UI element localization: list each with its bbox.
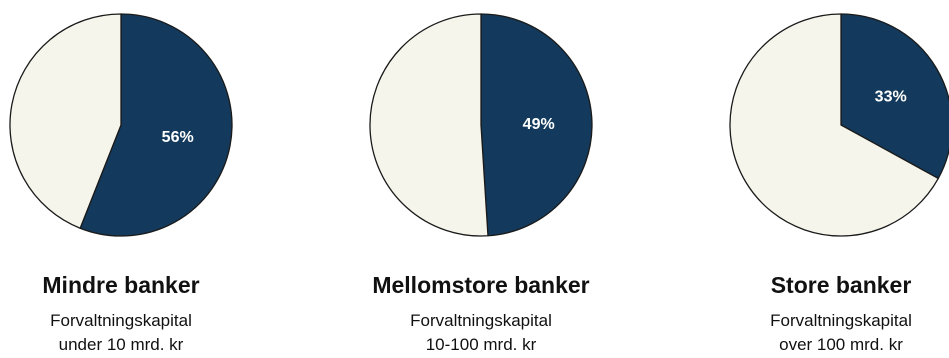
pie-svg: 49% bbox=[369, 13, 593, 237]
chart-title: Store banker bbox=[770, 272, 912, 298]
pie-svg: 56% bbox=[9, 13, 233, 237]
pie-svg: 33% bbox=[729, 13, 949, 237]
chart-title: Mellomstore banker bbox=[372, 272, 590, 298]
pie-slice-share bbox=[840, 13, 949, 180]
pie-chart-mindre-banker: 56% Mindre banker Forvaltningskapital un… bbox=[0, 0, 261, 358]
chart-subtitle-line2: over 100 mrd. kr bbox=[779, 335, 903, 354]
pie-data-label: 33% bbox=[875, 89, 907, 106]
pie-data-label: 49% bbox=[523, 116, 555, 133]
pie-data-label: 56% bbox=[162, 129, 194, 146]
pie-chart-mellomstore-banker: 49% Mellomstore banker Forvaltningskapit… bbox=[341, 0, 621, 358]
chart-subtitle-line2: under 10 mrd. kr bbox=[58, 335, 184, 354]
chart-subtitle-line1: Forvaltningskapital bbox=[50, 311, 192, 330]
pie-slice-remainder bbox=[369, 13, 489, 237]
pie-chart-store-banker: 33% Store banker Forvaltningskapital ove… bbox=[701, 0, 949, 358]
chart-title: Mindre banker bbox=[42, 272, 200, 298]
pie-slice-remainder bbox=[729, 13, 939, 237]
pie-slice-share bbox=[480, 13, 593, 237]
chart-subtitle-line1: Forvaltningskapital bbox=[770, 311, 912, 330]
pie-slice-share bbox=[79, 13, 233, 237]
pie-slice-remainder bbox=[9, 13, 122, 229]
chart-subtitle-line1: Forvaltningskapital bbox=[410, 311, 552, 330]
chart-subtitle-line2: 10-100 mrd. kr bbox=[425, 335, 537, 354]
